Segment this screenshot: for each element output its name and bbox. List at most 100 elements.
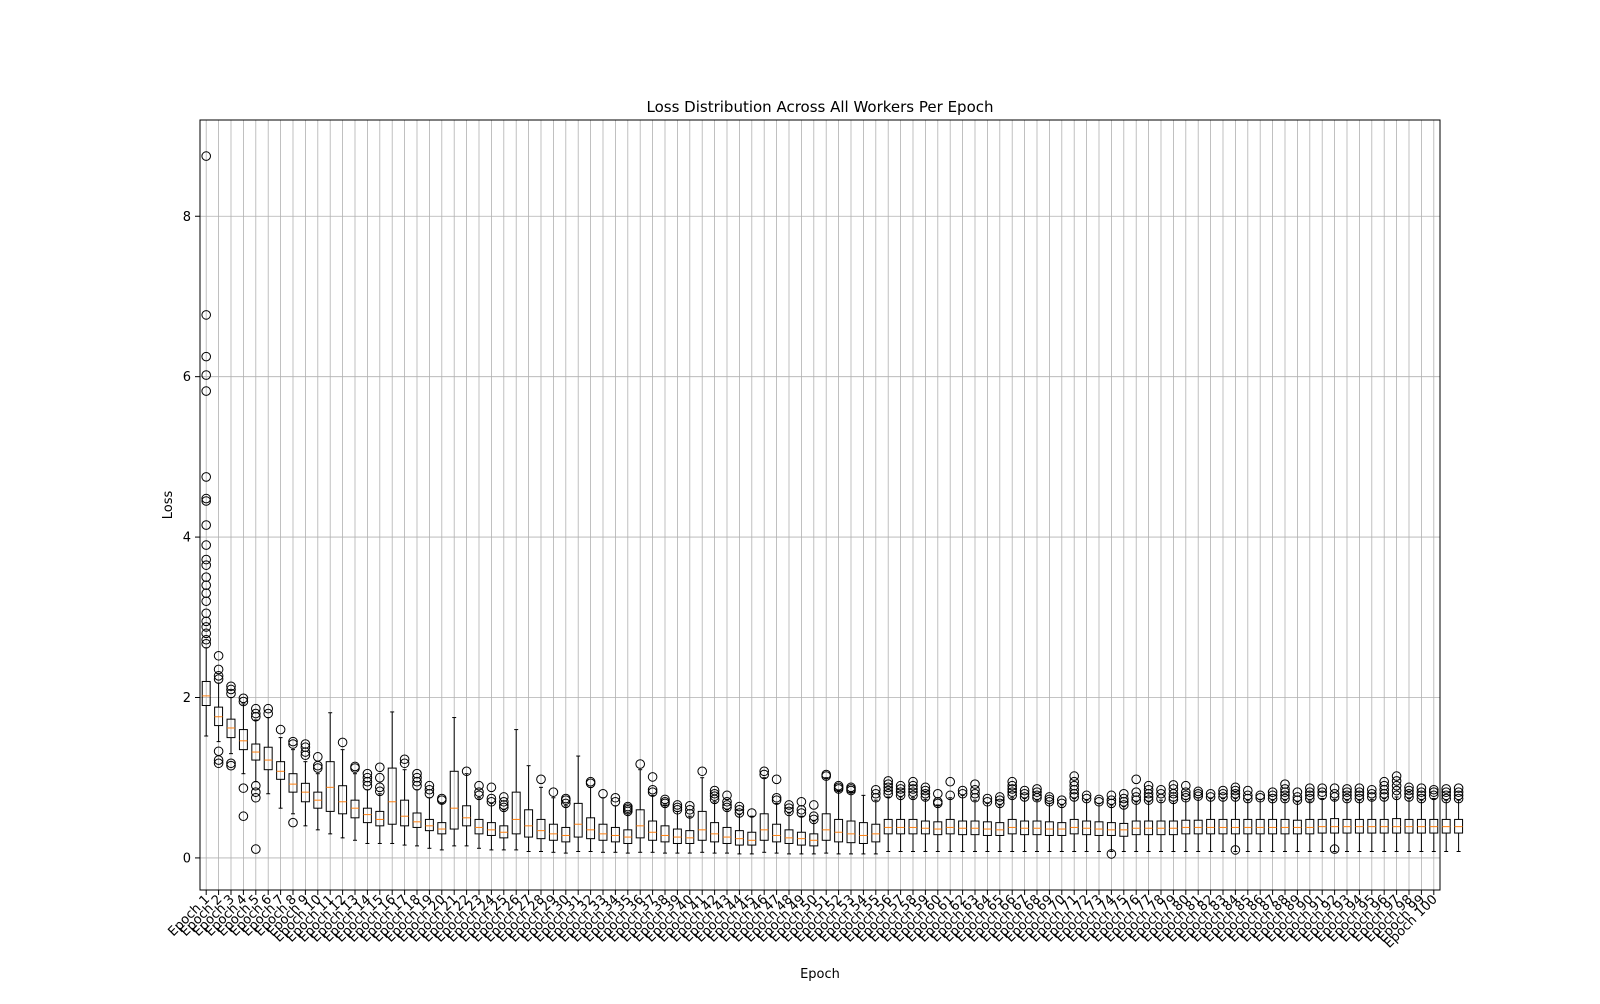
outlier-point — [1069, 792, 1079, 802]
box-epoch-88 — [1280, 779, 1290, 852]
outlier-point — [1230, 782, 1241, 793]
outlier-point — [213, 664, 224, 675]
box-epoch-23 — [474, 780, 484, 849]
outlier-point — [1069, 776, 1079, 787]
iqr-box — [722, 826, 732, 844]
outlier-point — [238, 783, 249, 793]
outlier-point — [1379, 788, 1389, 799]
box-epoch-49 — [796, 796, 807, 855]
outlier-point — [995, 795, 1005, 805]
box-epoch-1 — [201, 151, 211, 737]
outlier-point — [759, 769, 770, 780]
outlier-point — [1367, 784, 1377, 795]
iqr-box — [784, 829, 794, 844]
box-epoch-26 — [511, 729, 521, 851]
box-epoch-102 — [1453, 783, 1464, 852]
outlier-point — [251, 780, 261, 791]
box-epoch-64 — [982, 793, 993, 852]
outlier-point — [1193, 786, 1203, 797]
box-epoch-44 — [734, 801, 745, 855]
iqr-box — [561, 826, 571, 843]
outlier-point — [1441, 793, 1451, 804]
outlier-point — [734, 804, 745, 815]
box-epoch-15 — [375, 762, 385, 844]
outlier-point — [920, 788, 931, 799]
outlier-point — [1453, 793, 1464, 804]
outlier-point — [1391, 780, 1402, 791]
outlier-point — [1094, 796, 1104, 807]
box-epoch-82 — [1205, 788, 1216, 852]
box-epoch-19 — [424, 780, 435, 849]
outlier-point — [1342, 787, 1352, 797]
outlier-point — [1094, 794, 1104, 805]
box-epoch-4 — [238, 693, 249, 822]
plot-area-frame — [199, 119, 1441, 891]
box-epoch-89 — [1292, 787, 1303, 852]
iqr-box — [412, 812, 422, 828]
outlier-point — [1106, 798, 1117, 809]
box-epoch-41 — [697, 766, 708, 853]
iqr-box — [1206, 818, 1216, 835]
outlier-point — [1453, 783, 1464, 793]
outlier-point — [945, 790, 956, 801]
outlier-point — [201, 496, 211, 506]
outlier-point — [1305, 793, 1315, 804]
iqr-box — [883, 818, 893, 835]
outlier-point — [1181, 780, 1191, 791]
box-epoch-31 — [573, 755, 583, 852]
outlier-point — [1379, 792, 1389, 802]
box-epoch-27 — [524, 765, 534, 852]
outlier-point — [201, 638, 211, 649]
outlier-point — [412, 772, 422, 783]
outlier-point — [1267, 787, 1278, 797]
outlier-point — [263, 703, 274, 714]
outlier-point — [1453, 787, 1464, 797]
box-epoch-48 — [784, 800, 794, 855]
iqr-box — [1243, 818, 1253, 835]
outlier-point — [213, 746, 224, 757]
outlier-point — [1416, 793, 1427, 804]
outlier-point — [1032, 787, 1042, 797]
outlier-point — [982, 796, 993, 807]
iqr-box — [1218, 818, 1228, 835]
outlier-point — [1205, 792, 1216, 802]
outlier-point — [1280, 787, 1290, 797]
outlier-point — [1181, 787, 1191, 797]
box-epoch-35 — [623, 801, 633, 854]
box-epoch-65 — [995, 792, 1005, 852]
box-epoch-50 — [809, 800, 819, 855]
outlier-point — [1032, 790, 1042, 801]
y-axis-ticks: 0 2 4 6 8 — [183, 210, 200, 866]
outlier-point — [1019, 785, 1030, 796]
outlier-point — [771, 774, 782, 785]
outlier-point — [486, 793, 497, 804]
box-epoch-83 — [1218, 785, 1228, 852]
iqr-box — [908, 818, 918, 835]
outlier-point — [251, 708, 261, 719]
outlier-point — [251, 711, 261, 722]
outlier-point — [1044, 794, 1055, 805]
outlier-point — [412, 776, 422, 787]
outlier-point — [1143, 784, 1154, 795]
outlier-point — [201, 608, 211, 619]
outlier-point — [709, 791, 720, 801]
outlier-point — [461, 766, 472, 777]
box-epoch-32 — [585, 776, 596, 852]
outlier-point — [499, 796, 509, 807]
box-epoch-45 — [747, 808, 757, 855]
outlier-point — [1329, 788, 1340, 799]
outlier-point — [1143, 788, 1154, 799]
iqr-box — [772, 823, 782, 843]
outlier-point — [734, 808, 745, 818]
box-epoch-86 — [1255, 790, 1265, 852]
outlier-point — [1379, 784, 1389, 795]
outlier-point — [945, 776, 956, 787]
outlier-point — [1131, 787, 1141, 797]
outlier-point — [1007, 776, 1018, 787]
outlier-point — [238, 811, 249, 822]
outlier-point — [474, 780, 484, 791]
iqr-box — [672, 828, 682, 844]
outlier-point — [933, 796, 943, 807]
box-epoch-34 — [610, 792, 621, 853]
box-epoch-77 — [1143, 780, 1154, 852]
